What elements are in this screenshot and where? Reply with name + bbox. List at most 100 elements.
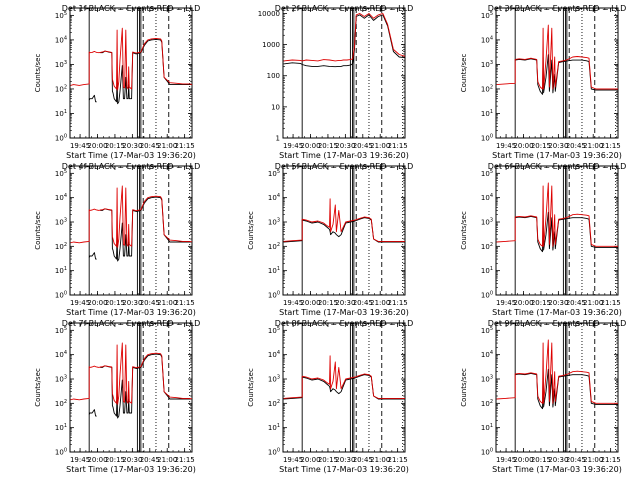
y-tick-label: 105 [55,169,67,178]
interval-marker-label: E [380,5,384,13]
x-tick-label: 20:15 [531,299,551,307]
y-tick-label: 105 [268,326,280,335]
plot-title: Det 2f-BLACK = Events-RED = LLD [275,4,414,13]
x-tick-label: 21:15 [601,299,621,307]
y-tick-label: 105 [55,11,67,20]
x-tick-label: 20:30 [122,299,142,307]
series-lld-line [496,182,618,247]
x-tick-label: 20:45 [353,299,373,307]
y-tick-label: 104 [55,193,67,202]
plot-frame [495,322,619,453]
y-tick-label: 105 [55,326,67,335]
x-tick-label: 20:30 [122,142,142,150]
y-tick-label: 105 [481,11,493,20]
x-tick-label: 20:45 [566,299,586,307]
x-axis-label: Start Time (17-Mar-03 19:36:20) [66,465,196,474]
y-tick-label: 105 [268,169,280,178]
y-tick-label: 100 [481,448,493,457]
y-tick-label: 101 [55,109,67,118]
y-axis-label: Counts/sec [247,211,255,250]
x-tick-label: 20:30 [335,456,355,464]
y-tick-label: 101 [481,109,493,118]
x-tick-label: 21:00 [157,299,177,307]
y-tick-label: 100 [55,291,67,300]
x-tick-label: 20:45 [566,456,586,464]
x-tick-label: 20:00 [300,299,320,307]
x-tick-label: 19:45 [283,299,303,307]
y-tick-label: 100 [268,448,280,457]
y-tick-label: 103 [481,217,493,226]
series-lld-line [496,24,618,90]
plot-title: Det 4f-BLACK = Events-RED = LLD [62,162,201,171]
y-tick-label: 103 [55,374,67,383]
y-tick-label: 10 [271,103,280,111]
x-axis-label: Start Time (17-Mar-03 19:36:20) [66,151,196,160]
y-tick-label: 104 [268,350,280,359]
plot-title: Det 1f-BLACK = Events-RED = LLD [62,4,201,13]
interval-marker-label: E [593,5,597,13]
x-tick-label: 20:45 [140,299,160,307]
x-tick-label: 21:00 [583,456,603,464]
y-tick-label: 101 [55,266,67,275]
series-lld-line [283,13,406,62]
y-tick-label: 104 [481,350,493,359]
interval-marker-label: E [380,320,384,328]
y-tick-label: 103 [481,60,493,69]
y-tick-label: 103 [55,60,67,69]
x-tick-label: 20:00 [513,142,533,150]
x-axis-label: Start Time (17-Mar-03 19:36:20) [66,308,196,317]
detector-6-panel: 100 101 102 103 104 105 19:4520:0020:1520:3020… [460,162,626,317]
plot-title: Det 8f-BLACK = Events-RED = LLD [275,319,414,328]
x-tick-label: 19:45 [496,142,516,150]
series-lld-line [496,339,618,404]
x-tick-label: 21:15 [175,299,195,307]
y-tick-label: 100 [267,72,280,80]
x-tick-label: 20:15 [531,456,551,464]
interval-marker-label: S [363,163,368,171]
y-axis-label: Counts/sec [34,54,42,93]
x-tick-label: 20:15 [105,142,125,150]
y-tick-label: 101 [481,266,493,275]
detector-8-panel: 100 101 102 103 104 105 19:4520:0020:1520:3020… [247,319,413,474]
series-lld-line [70,27,193,91]
interval-marker-label: S [150,163,155,171]
detector-5-panel: 100 101 102 103 104 105 19:4520:0020:1520:3020… [247,162,413,317]
x-tick-label: 20:45 [140,456,160,464]
y-tick-label: 104 [55,35,67,44]
y-axis-label: Counts/sec [34,211,42,250]
interval-marker-label: E [167,5,171,13]
x-tick-label: 20:45 [353,456,373,464]
x-tick-label: 20:15 [105,456,125,464]
x-tick-label: 20:00 [300,456,320,464]
x-tick-label: 20:00 [513,456,533,464]
x-axis-label: Start Time (17-Mar-03 19:36:20) [279,151,409,160]
y-tick-label: 104 [55,350,67,359]
x-tick-label: 19:45 [496,299,516,307]
detector-9-panel: 100 101 102 103 104 105 19:4520:0020:1520:3020… [460,319,626,474]
interval-marker-label: E [593,320,597,328]
y-axis-label: Counts/sec [460,54,468,93]
y-tick-label: 103 [55,217,67,226]
interval-marker-label: S [363,320,368,328]
x-tick-label: 21:00 [370,456,390,464]
y-axis-label: Counts/sec [34,368,42,407]
detector-4-panel: 100 101 102 103 104 105 19:4520:0020:1520:3020… [34,162,200,317]
y-tick-label: 102 [268,399,280,408]
y-tick-label: 102 [481,399,493,408]
y-tick-label: 102 [481,242,493,251]
plot-title: Det 6f-BLACK = Events-RED = LLD [488,162,627,171]
x-tick-label: 19:45 [496,456,516,464]
y-tick-label: 100 [55,448,67,457]
series-lld-line [283,198,405,242]
x-tick-label: 21:15 [388,299,408,307]
x-tick-label: 21:00 [370,299,390,307]
plot-frame [69,7,193,139]
interval-marker-label: S [150,5,155,13]
plot-frame [69,322,193,453]
x-tick-label: 20:00 [87,456,107,464]
y-tick-label: 105 [481,169,493,178]
x-tick-label: 20:15 [318,142,338,150]
x-axis-label: Start Time (17-Mar-03 19:36:20) [492,308,622,317]
x-tick-label: 20:15 [531,142,551,150]
y-tick-label: 100 [55,134,67,143]
